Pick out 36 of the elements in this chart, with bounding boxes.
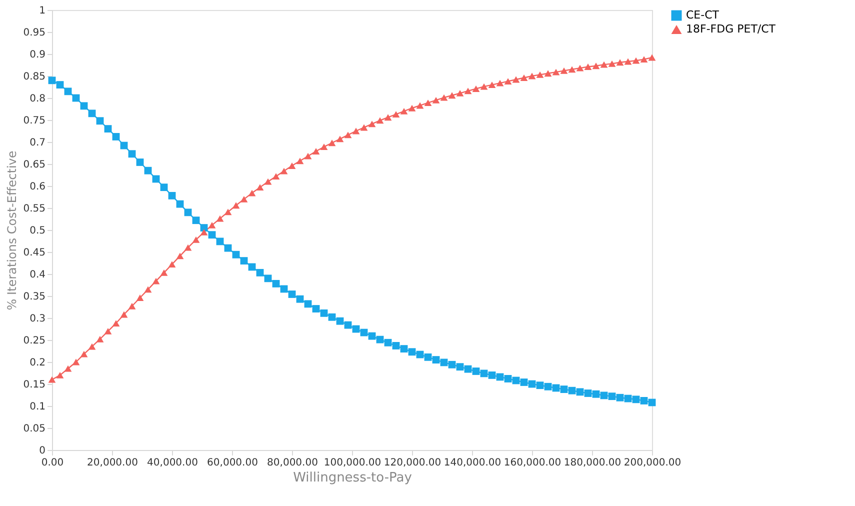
y-tick-label: 0.2: [30, 358, 46, 368]
x-tick-label: 40,000.00: [147, 458, 198, 468]
y-tick-label: 0.15: [23, 380, 46, 390]
y-tick-label: 0.75: [23, 116, 46, 126]
y-tick-label: 0.8: [30, 94, 46, 104]
y-tick-label: 0.95: [23, 28, 46, 38]
y-axis-title: % Iterations Cost-Effective: [5, 150, 20, 310]
x-tick-label: 180,000.00: [564, 458, 622, 468]
x-tick-label: 100,000.00: [324, 458, 382, 468]
x-tick-label: 60,000.00: [207, 458, 258, 468]
x-tick-label: 80,000.00: [267, 458, 318, 468]
y-tick-label: 0.45: [23, 248, 46, 258]
x-tick-label: 0.00: [41, 458, 64, 468]
y-tick-label: 0.55: [23, 204, 46, 214]
y-tick-label: 0.1: [30, 402, 46, 412]
y-tick-label: 0.9: [30, 50, 46, 60]
y-tick-label: 0.7: [30, 138, 46, 148]
y-tick-label: 0.5: [30, 226, 46, 236]
y-tick-label: 0.05: [23, 424, 46, 434]
y-tick-label: 0.4: [30, 270, 46, 280]
x-tick-label: 20,000.00: [87, 458, 138, 468]
legend-label: 18F-FDG PET/CT: [686, 22, 776, 36]
x-tick-label: 160,000.00: [504, 458, 562, 468]
x-axis-title: Willingness-to-Pay: [293, 470, 412, 486]
legend-label: CE-CT: [686, 8, 720, 22]
x-tick-label: 200,000.00: [624, 458, 682, 468]
y-tick-label: 0.25: [23, 336, 46, 346]
y-tick-label: 0.85: [23, 72, 46, 82]
y-tick-label: 0.65: [23, 160, 46, 170]
y-tick-label: 0: [39, 446, 46, 456]
y-tick-label: 0.6: [30, 182, 46, 192]
y-tick-label: 0.35: [23, 292, 46, 302]
x-tick-label: 140,000.00: [444, 458, 502, 468]
y-tick-label: 1: [39, 6, 46, 16]
y-tick-label: 0.3: [30, 314, 46, 324]
x-tick-label: 120,000.00: [384, 458, 442, 468]
